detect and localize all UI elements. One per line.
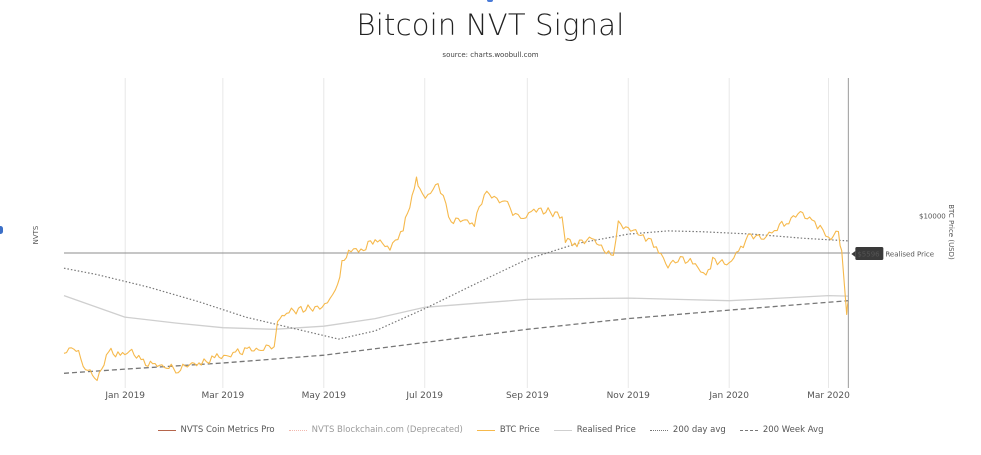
x-tick-label: Jan 2020 [708,391,749,401]
x-tick-label: Mar 2019 [201,391,244,401]
chart-plot: NVTS BTC Price (USD) $10000 Jan 2019 Mar … [32,78,955,401]
legend-label: NVTS Blockchain.com (Deprecated) [311,425,463,435]
grid-layer [124,78,829,388]
current-price-tag[interactable]: $5596 [851,247,884,260]
x-tick-labels: Jan 2019 Mar 2019 May 2019 Jul 2019 Sep 2019… [104,391,850,401]
x-tick-label: Mar 2020 [807,391,850,401]
legend-swatch [288,429,307,431]
legend-item[interactable]: 200 Week Avg [739,425,824,435]
chart-subtitle: source: charts.woobull.com [442,51,539,59]
legend-label: 200 day avg [672,425,726,435]
legend-label: 200 Week Avg [762,425,824,435]
series-layer [63,176,849,382]
legend-item[interactable]: Realised Price [553,425,636,435]
left-marker-dot [0,226,3,234]
series-line-200-week-avg [63,300,849,374]
legend-label: Realised Price [576,425,636,435]
legend: NVTS Coin Metrics Pro NVTS Blockchain.com… [0,425,981,435]
legend-item[interactable]: NVTS Blockchain.com (Deprecated) [288,425,463,435]
legend-swatch [649,429,668,431]
series-line-200-day-avg [63,230,849,340]
legend-swatch [476,429,495,431]
legend-swatch [157,429,176,431]
top-marker-dot [487,0,493,2]
y-axis-label-left: NVTS [32,225,40,244]
legend-item[interactable]: BTC Price [476,425,540,435]
legend-swatch [553,429,572,431]
x-tick-label: May 2019 [302,391,347,401]
realised-price-label: Realised Price [885,251,934,259]
current-price-tag-bg [855,247,884,260]
series-line-realised-price [63,294,849,330]
current-price-tag-pointer [851,251,856,257]
chart-title: Bitcoin NVT Signal [356,8,625,42]
legend-label: BTC Price [499,425,540,435]
x-tick-label: Sep 2019 [506,391,549,401]
series-line-btc-price [63,176,849,382]
legend-swatch [739,429,758,431]
legend-label: NVTS Coin Metrics Pro [180,425,275,435]
y-tick-label-right: $10000 [919,212,946,220]
x-tick-label: Nov 2019 [607,391,651,401]
legend-item[interactable]: NVTS Coin Metrics Pro [157,425,275,435]
x-tick-label: Jul 2019 [405,391,443,401]
y-axis-label-right: BTC Price (USD) [947,204,955,260]
legend-item[interactable]: 200 day avg [649,425,726,435]
x-tick-label: Jan 2019 [104,391,145,401]
current-price-label: $5596 [857,251,880,259]
